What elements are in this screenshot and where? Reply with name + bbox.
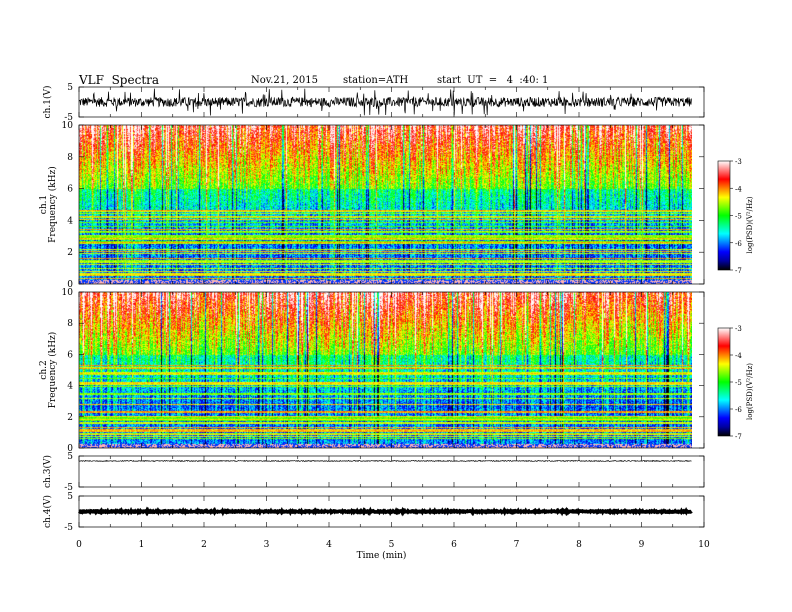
y-tick-label: 6	[67, 350, 73, 360]
x-tick-label: 1	[139, 540, 145, 550]
colorbar-tick-label: -5	[735, 379, 742, 387]
colorbar-tick-label: -6	[735, 240, 742, 248]
x-tick-label: 7	[514, 540, 520, 550]
colorbar-tick-label: -4	[735, 352, 742, 360]
x-tick-label: 2	[201, 540, 207, 550]
ch2-spectrogram-colorbar	[717, 327, 731, 437]
ch3-waveform-ylabel: ch.3(V)	[42, 455, 53, 488]
ch4-waveform-trace	[78, 506, 693, 517]
date-label: Nov.21, 2015	[251, 75, 318, 86]
ch2-spectrogram-raster	[79, 292, 692, 448]
ch1-spectrogram-raster	[79, 125, 692, 284]
ch2-spectrogram-ylabel: Frequency (kHz)	[47, 332, 58, 409]
colorbar-tick-label: -3	[735, 325, 742, 333]
y-tick-label: 10	[62, 121, 74, 131]
y-tick-label: 5	[67, 492, 73, 502]
ch1-waveform-ylabel: ch.1(V)	[42, 86, 53, 119]
colorbar-label: log(PSD)(V²/Hz)	[746, 363, 754, 420]
x-tick-label: 0	[76, 540, 82, 550]
ch2-spectrogram-panel: -3 -4 -5 -6 -7 log(PSD)(V²/Hz) 0 2 4 6 8 10 ch.2 Freq…	[39, 288, 754, 454]
y-tick-label: 8	[67, 319, 73, 329]
y-tick-label: 8	[67, 153, 73, 163]
y-tick-label: 0	[67, 444, 73, 454]
y-tick-label: 2	[67, 413, 73, 423]
colorbar-tick-label: -3	[735, 158, 742, 166]
y-tick-label: 0	[67, 280, 73, 290]
x-tick-label: 6	[451, 540, 457, 550]
x-tick-label: 10	[698, 540, 710, 550]
y-tick-label: 4	[67, 216, 73, 226]
x-tick-label: 4	[326, 540, 332, 550]
colorbar-label: log(PSD)(V²/Hz)	[746, 196, 754, 253]
x-axis-label: Time (min)	[357, 550, 407, 561]
y-tick-label: -5	[64, 113, 73, 123]
ch1-spectrogram-ylabel: ch.1	[39, 195, 49, 214]
colorbar-tick-label: -7	[735, 267, 742, 275]
figure-title: VLF Spectra	[79, 73, 160, 87]
x-tick-label: 8	[576, 540, 582, 550]
colorbar-tick-label: -6	[735, 406, 742, 414]
ch1-spectrogram-panel: -3 -4 -5 -6 -7 log(PSD)(V²/Hz) 0 2 4 6 8 10 ch.1 Freq…	[39, 121, 754, 290]
ch1-spectrogram-ylabel: Frequency (kHz)	[47, 166, 58, 243]
y-tick-label: 2	[67, 248, 73, 258]
ch3-waveform-trace	[78, 459, 692, 463]
y-tick-label: 6	[67, 185, 73, 195]
ch4-waveform-panel: 5 -5 ch.4(V)	[42, 492, 705, 533]
y-tick-label: 5	[67, 452, 73, 462]
x-tick-label: 9	[639, 540, 645, 550]
y-tick-label: 4	[67, 382, 73, 392]
y-tick-label: -5	[64, 483, 73, 493]
station-label: station=ATH	[343, 75, 409, 86]
colorbar-tick-label: -5	[735, 213, 742, 221]
y-tick-label: 10	[62, 288, 74, 298]
ch1-waveform-panel: 5 -5 ch.1(V)	[42, 83, 705, 123]
y-tick-label: 5	[67, 83, 73, 93]
ch1-spectrogram-colorbar	[717, 160, 731, 271]
ch2-spectrogram-ylabel: ch.2	[39, 360, 49, 379]
ch3-waveform-panel: 5 -5 ch.3(V)	[42, 452, 705, 493]
start-time-label: start UT = 4 :40: 1	[437, 75, 549, 86]
y-tick-label: -5	[64, 523, 73, 533]
colorbar-tick-label: -4	[735, 185, 742, 193]
x-tick-label: 5	[389, 540, 395, 550]
colorbar-tick-label: -7	[735, 433, 742, 441]
ch1-waveform-trace	[78, 88, 692, 116]
x-tick-label: 3	[264, 540, 270, 550]
ch4-waveform-ylabel: ch.4(V)	[42, 495, 53, 528]
